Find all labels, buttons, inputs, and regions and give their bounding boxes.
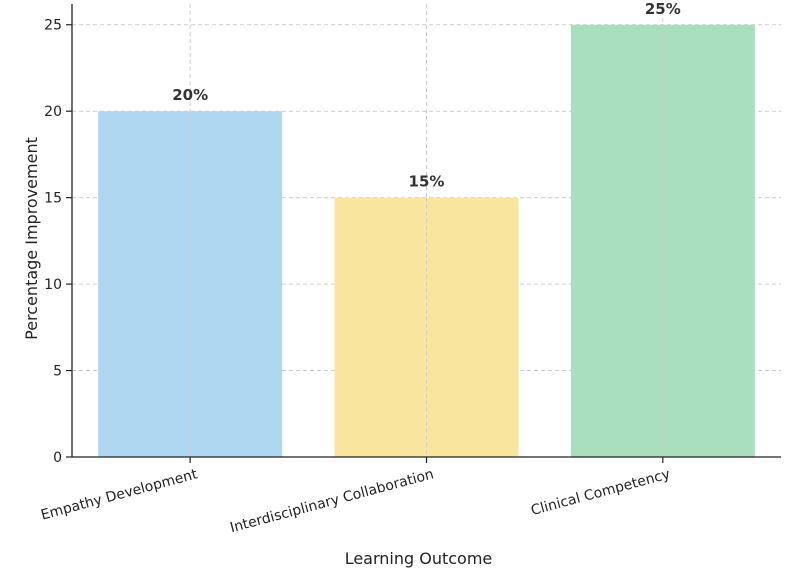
y-tick-label: 15 [44, 191, 62, 207]
x-axis-title: Learning Outcome [345, 549, 493, 568]
y-axis-title: Percentage Improvement [22, 137, 41, 340]
y-axis-ticks: 0 5 10 15 20 25 [44, 18, 72, 466]
y-tick-label: 0 [53, 450, 62, 466]
x-axis-ticks: Empathy Development Interdisciplinary Col… [39, 457, 672, 536]
x-tick-label: Clinical Competency [529, 466, 672, 519]
bar-value-label: 15% [409, 173, 445, 191]
bar-value-label: 20% [172, 86, 208, 104]
y-tick-label: 5 [53, 364, 62, 380]
x-tick-label: Empathy Development [39, 466, 199, 523]
y-tick-label: 20 [44, 104, 62, 120]
bar-value-labels: 20% 15% 25% [172, 0, 681, 457]
y-tick-label: 10 [44, 277, 62, 293]
y-tick-label: 25 [44, 18, 62, 34]
x-tick-label: Interdisciplinary Collaboration [228, 466, 435, 536]
bar-value-label: 25% [645, 0, 681, 18]
